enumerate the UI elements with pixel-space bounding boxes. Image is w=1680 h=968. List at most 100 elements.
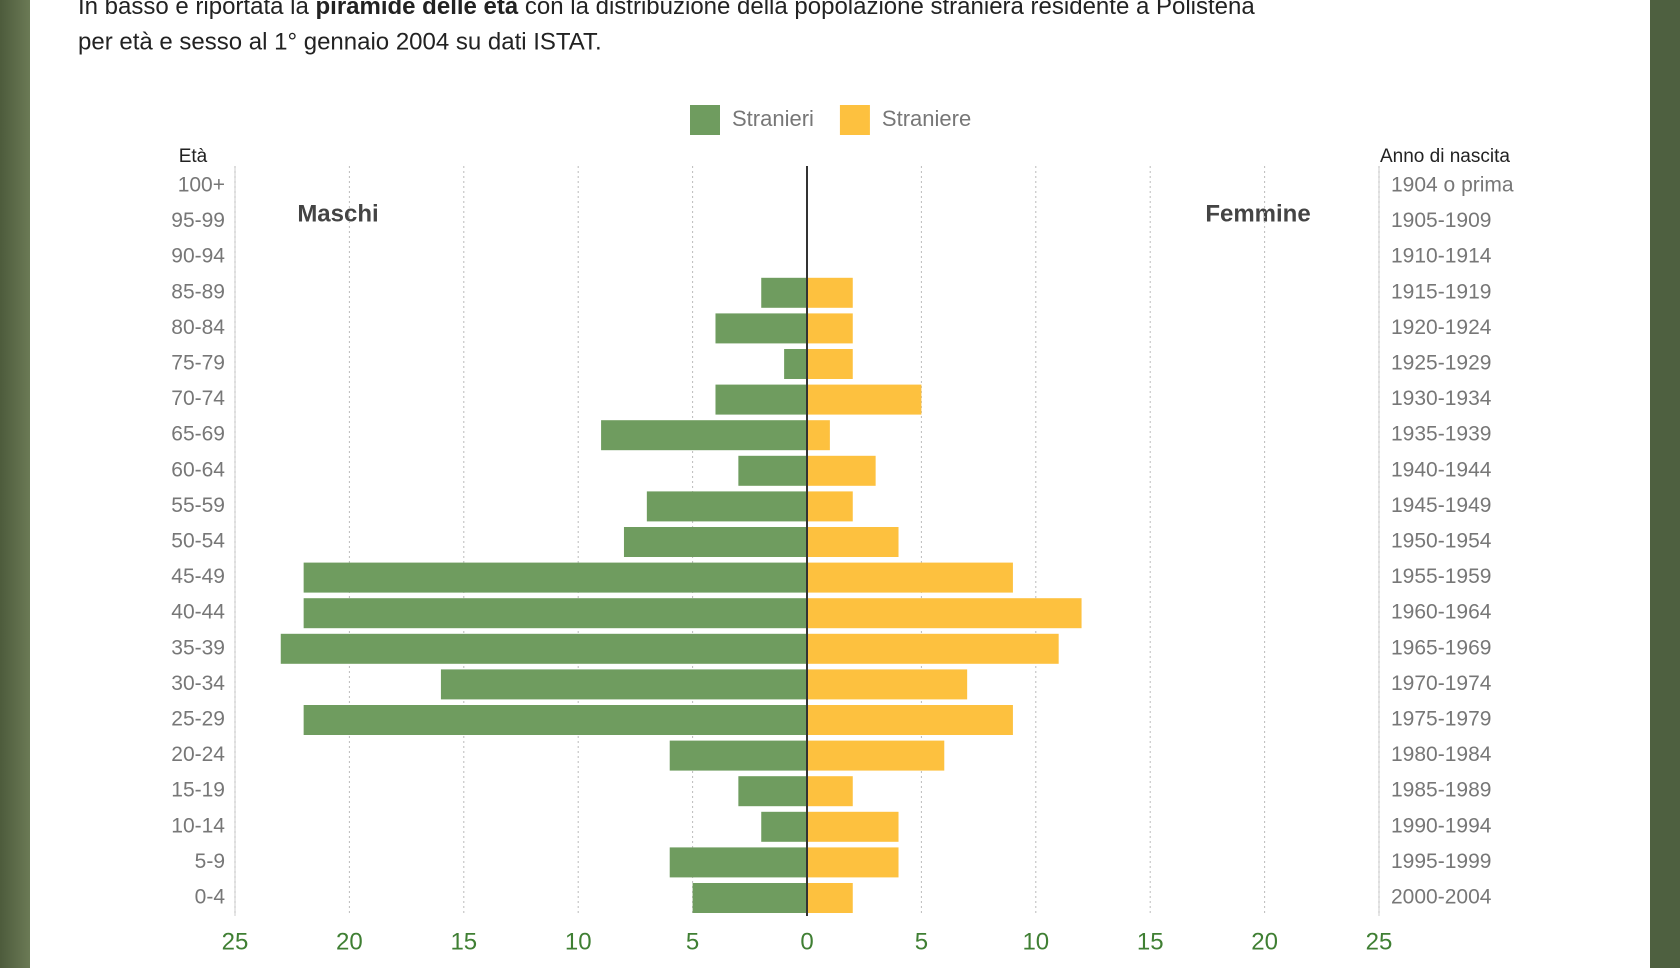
y2-tick-label: 1955-1959: [1391, 565, 1491, 588]
y2-tick-label: 1930-1934: [1391, 387, 1492, 410]
bar: [807, 491, 853, 521]
y-tick-label: 70-74: [171, 387, 225, 410]
y2-axis-title: Anno di nascita: [1380, 146, 1510, 167]
y2-tick-label: 2000-2004: [1391, 886, 1492, 909]
bar: [738, 776, 807, 806]
y2-tick-label: 1905-1909: [1391, 209, 1491, 232]
bar: [807, 278, 853, 308]
y2-tick-label: 1965-1969: [1391, 636, 1491, 659]
bar: [807, 634, 1059, 664]
bar: [807, 420, 830, 450]
y-tick-label: 30-34: [171, 672, 225, 695]
bar: [738, 456, 807, 486]
y-tick-label: 20-24: [171, 743, 225, 766]
y2-tick-label: 1925-1929: [1391, 352, 1491, 375]
bar: [784, 349, 807, 379]
bar: [281, 634, 807, 664]
y2-tick-label: 1970-1974: [1391, 672, 1492, 695]
y-tick-label: 50-54: [171, 530, 225, 553]
bar: [807, 741, 944, 771]
bar: [601, 420, 807, 450]
y-tick-label: 95-99: [171, 209, 225, 232]
x-tick-label: 20: [1251, 928, 1278, 955]
intro-line-1: In basso è riportata la piramide delle e…: [78, 0, 1255, 20]
intro-text: con la distribuzione della popolazione s…: [525, 0, 1255, 20]
bar: [807, 776, 853, 806]
bar: [807, 349, 853, 379]
y-tick-label: 15-19: [171, 779, 225, 802]
y2-tick-label: 1940-1944: [1391, 458, 1492, 481]
y2-tick-label: 1910-1914: [1391, 245, 1492, 268]
y2-tick-label: 1985-1989: [1391, 779, 1491, 802]
x-tick-label: 20: [336, 928, 363, 955]
intro-line-2: per età e sesso al 1° gennaio 2004 su da…: [78, 28, 602, 55]
annotation: Femmine: [1205, 200, 1310, 227]
y-tick-label: 100+: [178, 174, 225, 197]
y-tick-label: 45-49: [171, 565, 225, 588]
bar: [715, 313, 807, 343]
y-tick-label: 40-44: [171, 601, 225, 624]
bar: [807, 456, 876, 486]
chart: In basso è riportata la piramide delle e…: [0, 0, 1680, 968]
y-tick-label: 75-79: [171, 352, 225, 375]
y-tick-label: 0-4: [195, 886, 226, 909]
bar: [647, 491, 807, 521]
y-tick-label: 25-29: [171, 708, 225, 731]
bar: [441, 669, 807, 699]
y-tick-label: 65-69: [171, 423, 225, 446]
bar: [761, 812, 807, 842]
bar: [624, 527, 807, 557]
legend-label: Stranieri: [732, 106, 814, 131]
bar: [670, 847, 807, 877]
intro-text: In basso è riportata la: [78, 0, 309, 20]
bar: [761, 278, 807, 308]
y-tick-label: 80-84: [171, 316, 225, 339]
y2-tick-label: 1904 o prima: [1391, 174, 1514, 197]
y2-tick-label: 1915-1919: [1391, 280, 1491, 303]
y-tick-label: 35-39: [171, 636, 225, 659]
x-tick-label: 15: [450, 928, 477, 955]
x-tick-label: 10: [565, 928, 592, 955]
bar: [807, 812, 899, 842]
page: In basso è riportata la piramide delle e…: [0, 0, 1680, 968]
y2-tick-label: 1990-1994: [1391, 814, 1492, 837]
bar: [807, 598, 1082, 628]
bar: [715, 385, 807, 415]
y-axis-title: Età: [179, 146, 208, 167]
x-tick-label: 15: [1137, 928, 1164, 955]
legend-label: Straniere: [882, 106, 971, 131]
y-tick-label: 60-64: [171, 458, 225, 481]
bar: [807, 385, 921, 415]
bar: [807, 847, 899, 877]
y2-tick-label: 1960-1964: [1391, 601, 1492, 624]
legend-swatch: [690, 105, 720, 135]
bar: [807, 883, 853, 913]
y-tick-label: 55-59: [171, 494, 225, 517]
y2-tick-label: 1975-1979: [1391, 708, 1491, 731]
y2-tick-label: 1980-1984: [1391, 743, 1492, 766]
y2-tick-label: 1920-1924: [1391, 316, 1492, 339]
y-tick-label: 5-9: [195, 850, 225, 873]
bar: [304, 563, 807, 593]
y-tick-label: 85-89: [171, 280, 225, 303]
intro-bold: piramide delle età: [315, 0, 518, 20]
x-tick-label: 25: [222, 928, 249, 955]
x-tick-label: 25: [1366, 928, 1393, 955]
y-tick-label: 90-94: [171, 245, 225, 268]
y2-tick-label: 1945-1949: [1391, 494, 1491, 517]
y2-tick-label: 1950-1954: [1391, 530, 1492, 553]
bar: [304, 705, 807, 735]
legend-swatch: [840, 105, 870, 135]
x-tick-label: 0: [800, 928, 813, 955]
bar: [807, 313, 853, 343]
y2-tick-label: 1995-1999: [1391, 850, 1491, 873]
x-tick-label: 5: [915, 928, 928, 955]
y-tick-label: 10-14: [171, 814, 225, 837]
x-tick-label: 5: [686, 928, 699, 955]
bar: [807, 527, 899, 557]
annotation: Maschi: [297, 200, 378, 227]
bar: [807, 705, 1013, 735]
bar: [670, 741, 807, 771]
x-tick-label: 10: [1022, 928, 1049, 955]
y2-tick-label: 1935-1939: [1391, 423, 1491, 446]
